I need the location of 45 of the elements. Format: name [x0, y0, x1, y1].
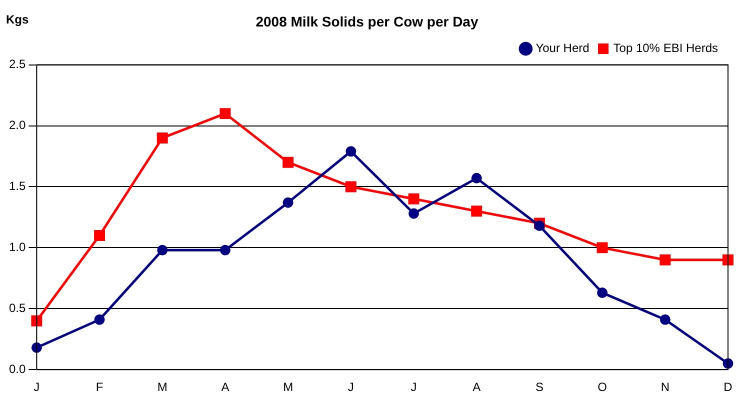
point — [346, 146, 356, 157]
point — [408, 193, 420, 204]
point — [408, 208, 420, 219]
y-axis-title: Kgs — [6, 12, 29, 26]
y-tick-label: 2.0 — [8, 118, 26, 132]
x-tick-label: J — [34, 380, 40, 394]
point — [471, 206, 482, 217]
x-tick-label: M — [157, 380, 168, 394]
point — [345, 181, 356, 192]
x-tick-label: D — [724, 380, 733, 394]
point — [220, 244, 230, 256]
point — [157, 244, 168, 256]
y-tick-label: 0.5 — [8, 300, 26, 315]
legend-label: Top 10% EBI Herds — [613, 41, 718, 56]
legend-label: Your Herd — [536, 41, 590, 56]
x-tick-label: J — [410, 380, 417, 394]
x-tick-label: A — [472, 380, 481, 394]
point — [722, 254, 734, 266]
x-tick-label: A — [221, 380, 230, 394]
point — [471, 172, 482, 184]
point — [282, 156, 294, 168]
point — [596, 242, 608, 254]
point — [220, 108, 231, 120]
y-tick-label: 2.5 — [8, 57, 26, 72]
y-tick-label: 1.0 — [8, 240, 26, 254]
x-tick-label: O — [598, 380, 607, 394]
x-tick-label: M — [283, 380, 294, 394]
point — [660, 254, 671, 266]
chart-title: 2008 Milk Solids per Cow per Day — [256, 13, 478, 30]
point — [282, 197, 294, 208]
point — [722, 358, 734, 369]
x-tick-label: J — [348, 380, 354, 394]
point — [94, 230, 106, 241]
x-tick-label: S — [535, 380, 544, 394]
point — [597, 288, 608, 298]
x-tick-label: F — [96, 380, 104, 394]
y-tick-label: 1.5 — [8, 179, 26, 194]
point — [156, 132, 168, 144]
point — [94, 314, 105, 325]
y-tick-label: 0.0 — [8, 362, 26, 376]
x-tick-label: N — [660, 380, 670, 394]
point — [534, 220, 545, 231]
point — [660, 314, 670, 325]
point — [31, 342, 42, 353]
point — [31, 315, 42, 326]
